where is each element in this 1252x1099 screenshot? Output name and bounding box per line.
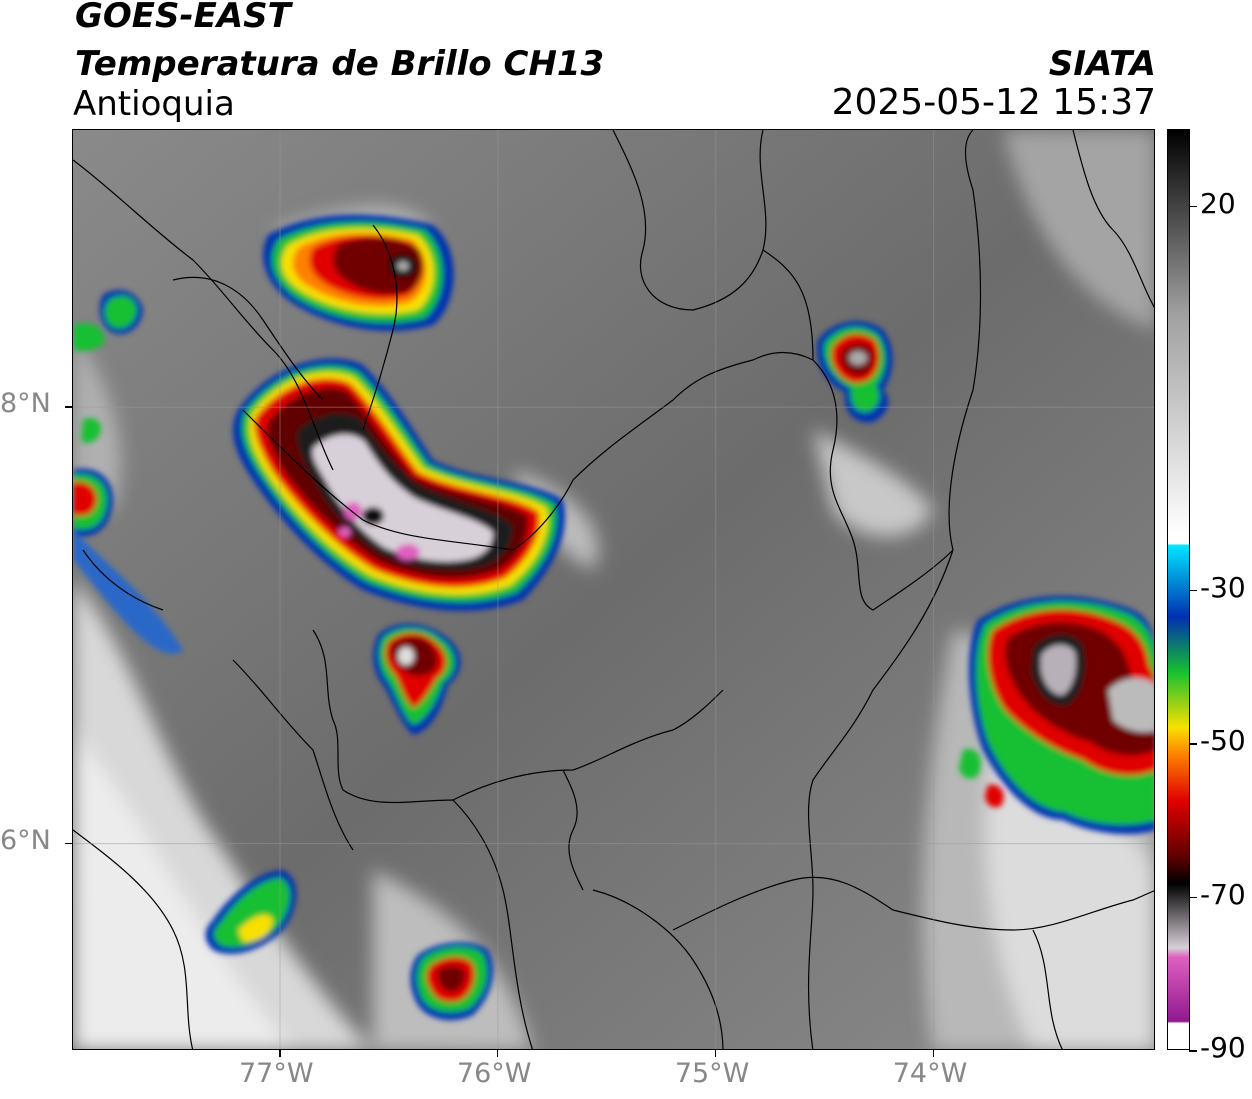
lat-label-6n: 6°N — [0, 824, 51, 856]
colorbar-tick-minus50: -50 — [1200, 724, 1246, 757]
colorbar-tick-minus30: -30 — [1200, 570, 1246, 604]
product-title: Temperatura de Brillo CH13 — [75, 44, 605, 84]
storm-cells — [73, 214, 1154, 1021]
colorbar — [1167, 129, 1190, 1050]
lon-tick — [279, 1050, 281, 1057]
admin-borders — [73, 130, 1154, 1049]
map-canvas — [73, 130, 1154, 1049]
lon-label-76w: 76°W — [456, 1058, 532, 1089]
lon-tick — [496, 1050, 499, 1057]
colorbar-tick-mark — [1189, 743, 1197, 745]
colorbar-tick-mark — [1189, 1050, 1197, 1052]
satellite-title: GOES-EAST — [75, 0, 291, 36]
region-label: Antioquia — [73, 84, 235, 124]
lat-label-8n: 8°N — [0, 388, 51, 420]
colorbar-tick-minus70: -70 — [1200, 877, 1246, 911]
lat-tick — [65, 842, 72, 845]
lon-label-74w: 74°W — [892, 1058, 968, 1089]
lon-tick — [714, 1050, 717, 1057]
lon-label-77w: 77°W — [239, 1058, 314, 1089]
colorbar-tick-mark — [1189, 896, 1197, 898]
graticule — [73, 130, 1154, 1049]
colorbar-tick-mark — [1189, 589, 1197, 591]
lon-tick — [932, 1050, 935, 1057]
lon-label-75w: 75°W — [674, 1058, 750, 1089]
satellite-map[interactable] — [72, 129, 1155, 1050]
colorbar-tick-minus90: -90 — [1200, 1031, 1246, 1064]
colorbar-tick-20: 20 — [1200, 186, 1236, 220]
lat-tick — [65, 406, 72, 408]
organization-label: SIATA — [1048, 44, 1156, 84]
colorbar-tick-mark — [1189, 205, 1197, 208]
datetime-label: 2025-05-12 15:37 — [831, 82, 1156, 123]
